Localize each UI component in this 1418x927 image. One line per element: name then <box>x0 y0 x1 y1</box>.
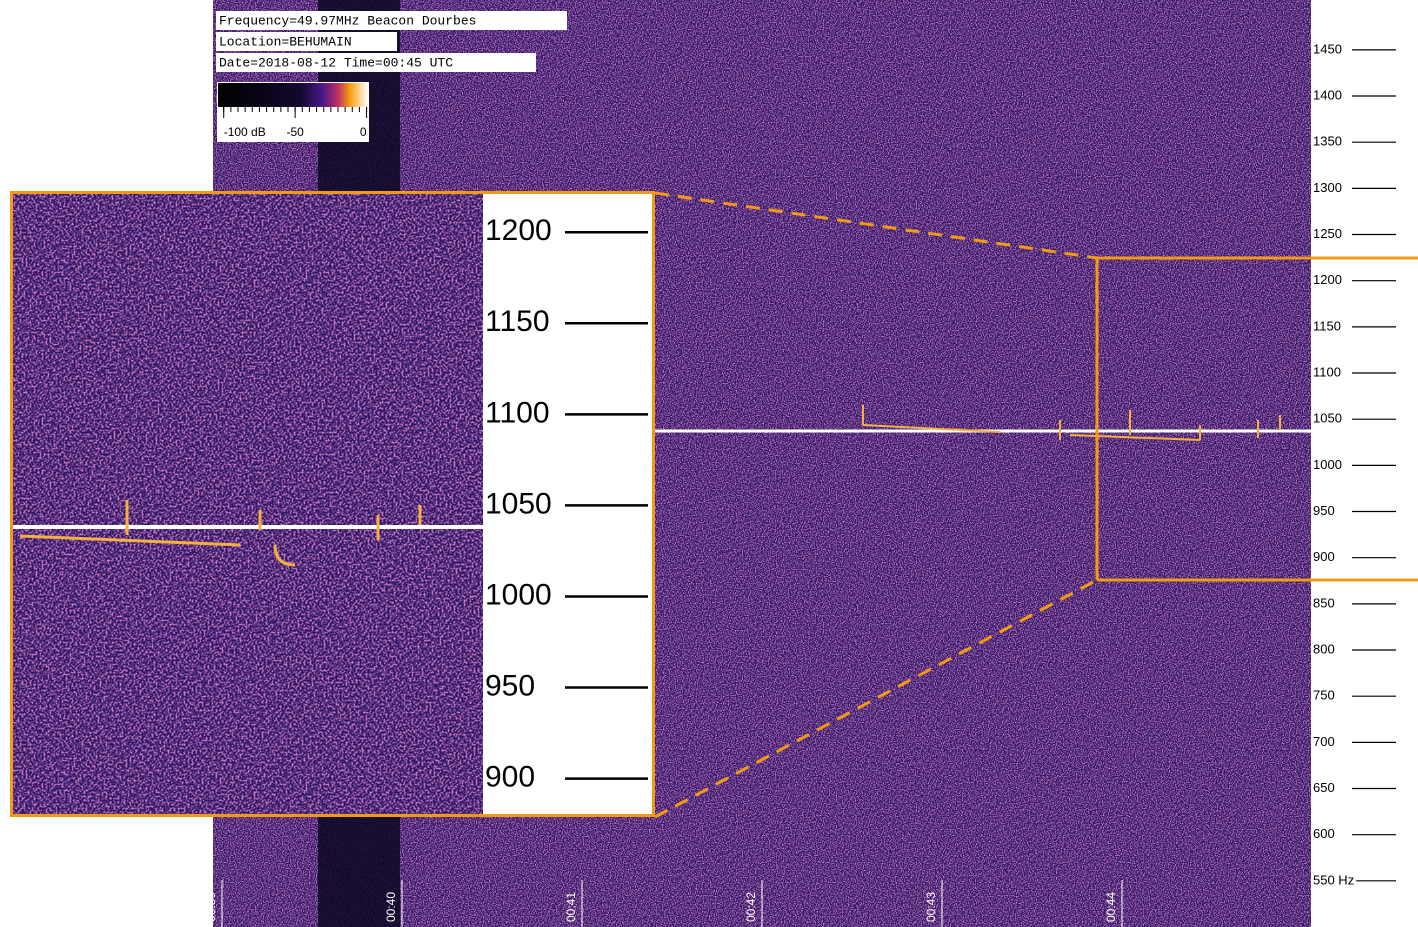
label-box <box>216 53 536 72</box>
meteor-echoes <box>19 500 422 567</box>
x-tick-label: 00:41 <box>564 892 578 922</box>
inset <box>10 191 655 817</box>
y-tick-label: 850 <box>1313 595 1335 610</box>
y-tick-label: 1000 <box>485 578 552 611</box>
y-tick-label: 1200 <box>1313 272 1342 287</box>
meteor-echoes <box>862 405 1281 441</box>
x-tick-label: 00:40 <box>384 892 398 922</box>
inset-frame <box>10 191 655 817</box>
zoom-indicator <box>654 191 1418 819</box>
label-box <box>216 32 397 51</box>
y-tick-label: 1150 <box>1313 318 1341 333</box>
y-tick-label: 550 Hz <box>1313 872 1354 887</box>
annotation: Location=BEHUMAIN <box>219 34 352 49</box>
colorbar-label: -50 <box>286 125 304 139</box>
y-tick-label: 700 <box>1313 734 1335 749</box>
y-tick-label: 1300 <box>1313 180 1342 195</box>
label-box <box>216 11 567 30</box>
y-tick-label: 1150 <box>485 305 550 338</box>
axis-area <box>1311 0 1418 927</box>
y-tick-label: 1100 <box>1313 364 1341 379</box>
main-plot <box>213 0 1418 927</box>
zoom-connector <box>654 578 1098 819</box>
noise <box>13 194 483 815</box>
y-tick-label: 1200 <box>485 214 552 247</box>
x-tick-label: 00:43 <box>924 892 938 922</box>
y-tick-label: 900 <box>485 760 535 793</box>
x-tick-label: 00:42 <box>744 892 758 922</box>
y-tick-label: 1100 <box>485 396 550 429</box>
annotation: Frequency=49.97MHz Beacon Dourbes <box>219 13 476 28</box>
y-tick-label: 950 <box>1313 503 1335 518</box>
colorbar-label: 0 <box>360 125 367 139</box>
y-tick-label: 800 <box>1313 641 1335 656</box>
x-tick-label: 00:39 <box>204 892 218 922</box>
annotation: Date=2018-08-12 Time=00:45 UTC <box>219 55 453 70</box>
y-tick-label: 1250 <box>1313 226 1342 241</box>
y-tick-label: 1050 <box>1313 411 1342 426</box>
y-tick-label: 600 <box>1313 826 1335 841</box>
y-tick-label: 1400 <box>1313 87 1342 102</box>
header: Frequency=49.97MHz Beacon Dourbes Locati… <box>216 11 567 142</box>
y-tick-label: 900 <box>1313 549 1335 564</box>
zoom-connector <box>654 191 1098 260</box>
y-tick-label: 1350 <box>1313 134 1342 149</box>
y-tick-label: 950 <box>485 669 535 702</box>
y-tick-label: 650 <box>1313 780 1335 795</box>
y-tick-label: 750 <box>1313 688 1335 703</box>
colorbar <box>218 83 368 107</box>
y-tick-label: 1050 <box>485 487 552 520</box>
colorbar-label: -100 dB <box>224 125 266 139</box>
x-tick-label: 00:44 <box>1104 892 1118 922</box>
y-tick-label: 1000 <box>1313 457 1342 472</box>
y-tick-label: 1450 <box>1313 41 1342 56</box>
